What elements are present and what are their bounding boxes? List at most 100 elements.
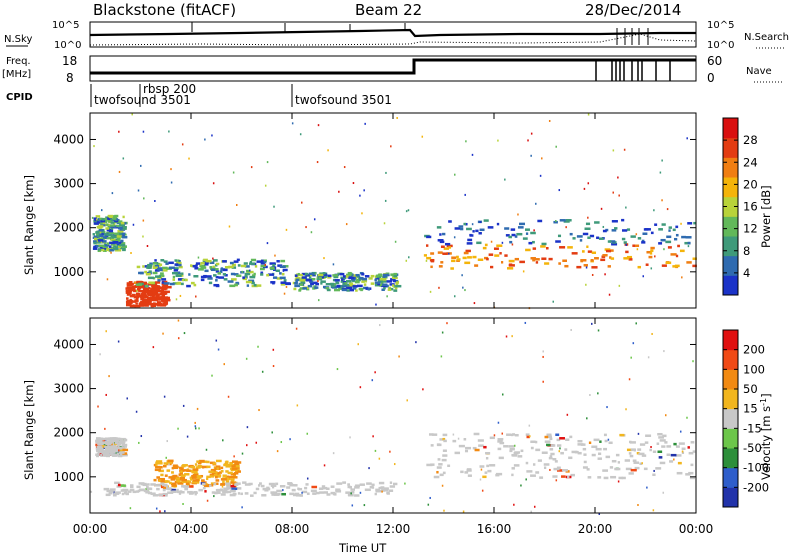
heatmap-cell bbox=[204, 263, 209, 266]
heatmap-cell bbox=[110, 251, 112, 254]
heatmap-cell bbox=[177, 259, 180, 262]
heatmap-cell bbox=[310, 282, 314, 286]
heatmap-cell bbox=[235, 469, 238, 472]
heatmap-cell bbox=[149, 300, 152, 303]
heatmap-cell bbox=[474, 264, 479, 267]
heatmap-cell bbox=[231, 487, 238, 491]
heatmap-cell bbox=[270, 484, 277, 487]
heatmap-cell bbox=[476, 241, 482, 245]
heatmap-cell bbox=[172, 476, 176, 480]
heatmap-cell bbox=[300, 281, 306, 284]
heatmap-cell bbox=[167, 491, 174, 494]
heatmap-cell bbox=[649, 252, 653, 255]
heatmap-cell bbox=[142, 235, 144, 238]
heatmap-cell bbox=[188, 492, 194, 495]
heatmap-cell bbox=[644, 228, 651, 231]
heatmap-cell bbox=[525, 232, 529, 235]
colorbar-tick-label: 4 bbox=[743, 266, 750, 280]
heatmap-cell bbox=[188, 157, 190, 160]
heatmap-cell bbox=[147, 263, 153, 267]
heatmap-cell bbox=[176, 282, 181, 285]
heatmap-cell bbox=[479, 228, 485, 232]
colorbar-tick-label: 20 bbox=[743, 177, 758, 191]
heatmap-cell bbox=[295, 280, 298, 283]
heatmap-cell bbox=[374, 281, 381, 284]
heatmap-cell bbox=[178, 492, 182, 495]
heatmap-cell bbox=[127, 490, 132, 493]
heatmap-cell bbox=[212, 265, 215, 269]
heatmap-cell bbox=[520, 449, 524, 453]
heatmap-cell bbox=[340, 280, 345, 283]
heatmap-cell bbox=[181, 143, 184, 146]
heatmap-cell bbox=[510, 228, 516, 231]
heatmap-cell bbox=[652, 473, 656, 477]
heatmap-cell bbox=[250, 166, 253, 169]
heatmap-cell bbox=[428, 433, 434, 436]
heatmap-cell bbox=[669, 460, 674, 463]
heatmap-cell bbox=[135, 490, 140, 493]
heatmap-cell bbox=[384, 199, 387, 202]
heatmap-cell bbox=[142, 302, 147, 306]
heatmap-cell bbox=[272, 348, 275, 351]
heatmap-cell bbox=[190, 281, 195, 285]
heatmap-cell bbox=[505, 335, 508, 338]
heatmap-cell bbox=[585, 222, 591, 226]
heatmap-cell bbox=[666, 235, 672, 239]
heatmap-cell bbox=[291, 483, 295, 487]
nsearch-tick-low: 10^0 bbox=[707, 40, 734, 51]
heatmap-cell bbox=[688, 471, 694, 475]
heatmap-cell bbox=[311, 277, 316, 281]
heatmap-cell bbox=[386, 280, 393, 283]
heatmap-cell bbox=[178, 473, 182, 476]
heatmap-cell bbox=[108, 375, 110, 378]
heatmap-cell bbox=[96, 452, 100, 456]
heatmap-cell bbox=[230, 472, 237, 476]
heatmap-cell bbox=[446, 322, 448, 325]
freq-trace bbox=[90, 58, 696, 75]
heatmap-cell bbox=[146, 287, 150, 291]
heatmap-cell bbox=[168, 463, 170, 466]
heatmap-cell bbox=[170, 478, 176, 481]
heatmap-cell bbox=[456, 258, 461, 261]
heatmap-cell bbox=[176, 488, 179, 492]
heatmap-cell bbox=[604, 248, 611, 251]
heatmap-cell bbox=[607, 438, 610, 441]
colorbar-swatch bbox=[723, 275, 738, 296]
heatmap-cell bbox=[636, 451, 640, 455]
heatmap-cell bbox=[638, 452, 645, 456]
heatmap-cell bbox=[432, 433, 438, 436]
heatmap-cell bbox=[122, 215, 125, 219]
heatmap-cell bbox=[654, 255, 656, 258]
heatmap-cell bbox=[271, 491, 277, 495]
heatmap-cell bbox=[219, 270, 223, 274]
heatmap-cell bbox=[393, 285, 396, 288]
heatmap-cell bbox=[325, 282, 331, 286]
heatmap-cell bbox=[690, 463, 694, 467]
y-tick-label: 4000 bbox=[53, 132, 84, 146]
heatmap-cell bbox=[487, 226, 494, 229]
heatmap-cell bbox=[148, 291, 154, 295]
heatmap-cell bbox=[227, 280, 234, 283]
heatmap-cell bbox=[346, 286, 353, 289]
heatmap-cell bbox=[339, 272, 345, 276]
heatmap-cell bbox=[108, 215, 113, 219]
heatmap-cell bbox=[330, 485, 335, 488]
heatmap-cell bbox=[119, 224, 125, 227]
heatmap-cell bbox=[118, 130, 120, 133]
heatmap-cell bbox=[371, 379, 374, 382]
heatmap-cell bbox=[569, 435, 573, 439]
heatmap-cell bbox=[195, 295, 197, 298]
heatmap-cell bbox=[577, 443, 584, 446]
heatmap-cell bbox=[264, 184, 267, 187]
heatmap-cell bbox=[156, 303, 162, 307]
heatmap-cell bbox=[193, 275, 199, 278]
heatmap-cell bbox=[129, 298, 132, 302]
heatmap-cell bbox=[225, 460, 229, 464]
heatmap-cell bbox=[345, 223, 348, 226]
heatmap-cell bbox=[209, 461, 216, 465]
xlabel-time-ut: Time UT bbox=[338, 541, 387, 554]
heatmap-cell bbox=[563, 220, 570, 223]
heatmap-cell bbox=[448, 246, 452, 249]
nsky-panel: N.Sky 10^5 10^0 10^5 10^0 N.Search bbox=[4, 20, 789, 51]
heatmap-cell bbox=[351, 278, 356, 281]
